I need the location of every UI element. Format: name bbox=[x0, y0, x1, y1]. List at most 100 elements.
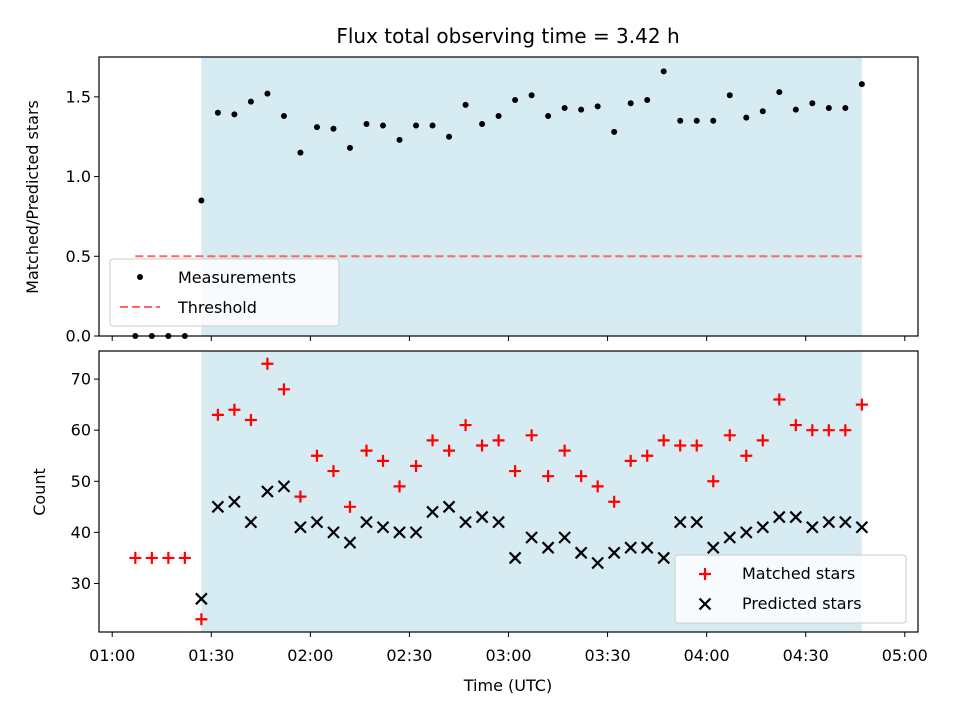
x-tick-label: 05:00 bbox=[882, 646, 928, 665]
panel-ratio: 0.0 0.5 1.0 1.5 Matched/Predicted stars Mea… bbox=[23, 56, 919, 346]
predicted-stars-point bbox=[211, 500, 225, 514]
matched-stars-point bbox=[443, 444, 456, 457]
matched-stars-point bbox=[591, 480, 604, 493]
measurement-point bbox=[297, 149, 304, 156]
matched-stars-point bbox=[129, 551, 142, 564]
predicted-stars-point bbox=[195, 592, 208, 606]
legend-label-threshold: Threshold bbox=[177, 298, 257, 317]
measurement-point bbox=[429, 122, 436, 129]
predicted-stars-point bbox=[393, 526, 406, 539]
matched-stars-point bbox=[393, 480, 406, 493]
predicted-stars-point bbox=[277, 480, 291, 493]
predicted-stars-point bbox=[673, 515, 687, 529]
y-tick-label: 60 bbox=[71, 421, 91, 440]
x-tick-label: 04:30 bbox=[783, 646, 829, 665]
x-tick-label: 04:00 bbox=[684, 646, 730, 665]
matched-stars-point bbox=[575, 470, 588, 483]
x-tick-label: 03:30 bbox=[585, 646, 631, 665]
measurement-point bbox=[280, 112, 287, 119]
matched-stars-point bbox=[839, 424, 852, 437]
x-tick-label: 01:30 bbox=[188, 646, 234, 665]
measurement-point bbox=[743, 114, 750, 121]
legend-box bbox=[674, 554, 907, 624]
matched-stars-point bbox=[426, 434, 439, 447]
predicted-stars-point bbox=[343, 536, 357, 549]
measurement-point bbox=[479, 120, 486, 127]
predicted-stars-point bbox=[261, 485, 274, 498]
measurement-point bbox=[759, 108, 766, 115]
count-marks bbox=[129, 357, 869, 626]
legend-label-matched: Matched stars bbox=[742, 564, 855, 583]
chart-title: Flux total observing time = 3.42 h bbox=[336, 24, 679, 48]
legend-top: Measurements Threshold bbox=[109, 258, 340, 327]
matched-stars-point bbox=[261, 357, 274, 370]
predicted-stars-point bbox=[607, 546, 621, 560]
measurement-point bbox=[594, 103, 601, 110]
measurement-point bbox=[776, 89, 783, 96]
y-axis-label-top: Matched/Predicted stars bbox=[23, 100, 42, 294]
matched-stars-point bbox=[542, 470, 555, 483]
matched-stars-point bbox=[740, 449, 753, 462]
y-tick-label: 0.0 bbox=[66, 327, 91, 346]
measurement-point bbox=[528, 92, 535, 99]
predicted-stars-point bbox=[574, 546, 588, 560]
predicted-stars-point bbox=[855, 520, 869, 534]
matched-stars-point bbox=[178, 551, 191, 564]
x-tick-label: 02:00 bbox=[287, 646, 333, 665]
x-tick-label: 02:30 bbox=[386, 646, 432, 665]
predicted-stars-point bbox=[558, 531, 571, 544]
predicted-stars-point bbox=[591, 556, 604, 570]
measurement-point bbox=[462, 101, 469, 108]
matched-stars-point bbox=[756, 434, 769, 447]
legend-label-predicted: Predicted stars bbox=[742, 594, 862, 613]
matched-stars-point bbox=[492, 434, 505, 447]
measurement-point bbox=[809, 100, 816, 107]
matched-stars-point bbox=[624, 454, 637, 467]
y-tick-label: 70 bbox=[71, 370, 91, 389]
measurement-point bbox=[247, 98, 254, 105]
predicted-stars-point bbox=[839, 515, 852, 529]
predicted-stars-point bbox=[360, 515, 373, 529]
matched-stars-point bbox=[145, 551, 158, 564]
predicted-stars-point bbox=[773, 510, 786, 524]
predicted-stars-point bbox=[426, 505, 439, 519]
matched-stars-point bbox=[773, 393, 786, 406]
predicted-stars-point bbox=[508, 551, 522, 565]
matched-stars-point bbox=[195, 613, 208, 626]
x-axis-label: Time (UTC) bbox=[463, 676, 552, 695]
predicted-stars-point bbox=[525, 531, 538, 544]
matched-stars-point bbox=[459, 419, 472, 432]
matched-stars-point bbox=[641, 449, 654, 462]
matched-stars-point bbox=[343, 500, 356, 513]
predicted-stars-point bbox=[541, 541, 555, 554]
y-tick-label: 0.5 bbox=[66, 247, 91, 266]
legend-marker-matched bbox=[699, 568, 711, 580]
matched-stars-point bbox=[707, 475, 720, 488]
measurement-point bbox=[842, 105, 849, 112]
predicted-stars-point bbox=[640, 541, 654, 554]
measurement-point bbox=[545, 112, 552, 119]
measurement-point bbox=[858, 81, 865, 88]
measurement-point bbox=[693, 117, 700, 124]
predicted-stars-point bbox=[624, 541, 637, 554]
matched-stars-point bbox=[377, 454, 390, 467]
matched-stars-point bbox=[476, 439, 489, 452]
legend-box bbox=[109, 258, 340, 327]
matched-stars-point bbox=[558, 444, 571, 457]
measurement-point bbox=[313, 124, 320, 131]
predicted-stars-point bbox=[327, 526, 340, 539]
measurement-point bbox=[677, 117, 684, 124]
predicted-stars-point bbox=[822, 515, 836, 529]
measurement-point bbox=[446, 133, 453, 140]
panel-counts: 30 40 50 60 70 01:00 01:30 02:00 02:30 03:00 03:3… bbox=[30, 350, 928, 695]
matched-stars-point bbox=[789, 419, 802, 432]
matched-stars-point bbox=[509, 465, 522, 478]
matched-stars-point bbox=[822, 424, 835, 437]
matched-stars-point bbox=[674, 439, 687, 452]
measurement-point bbox=[644, 97, 651, 104]
measurement-point bbox=[231, 111, 238, 118]
predicted-stars-point bbox=[706, 541, 720, 554]
matched-stars-point bbox=[211, 408, 224, 421]
measurement-point bbox=[611, 128, 618, 135]
